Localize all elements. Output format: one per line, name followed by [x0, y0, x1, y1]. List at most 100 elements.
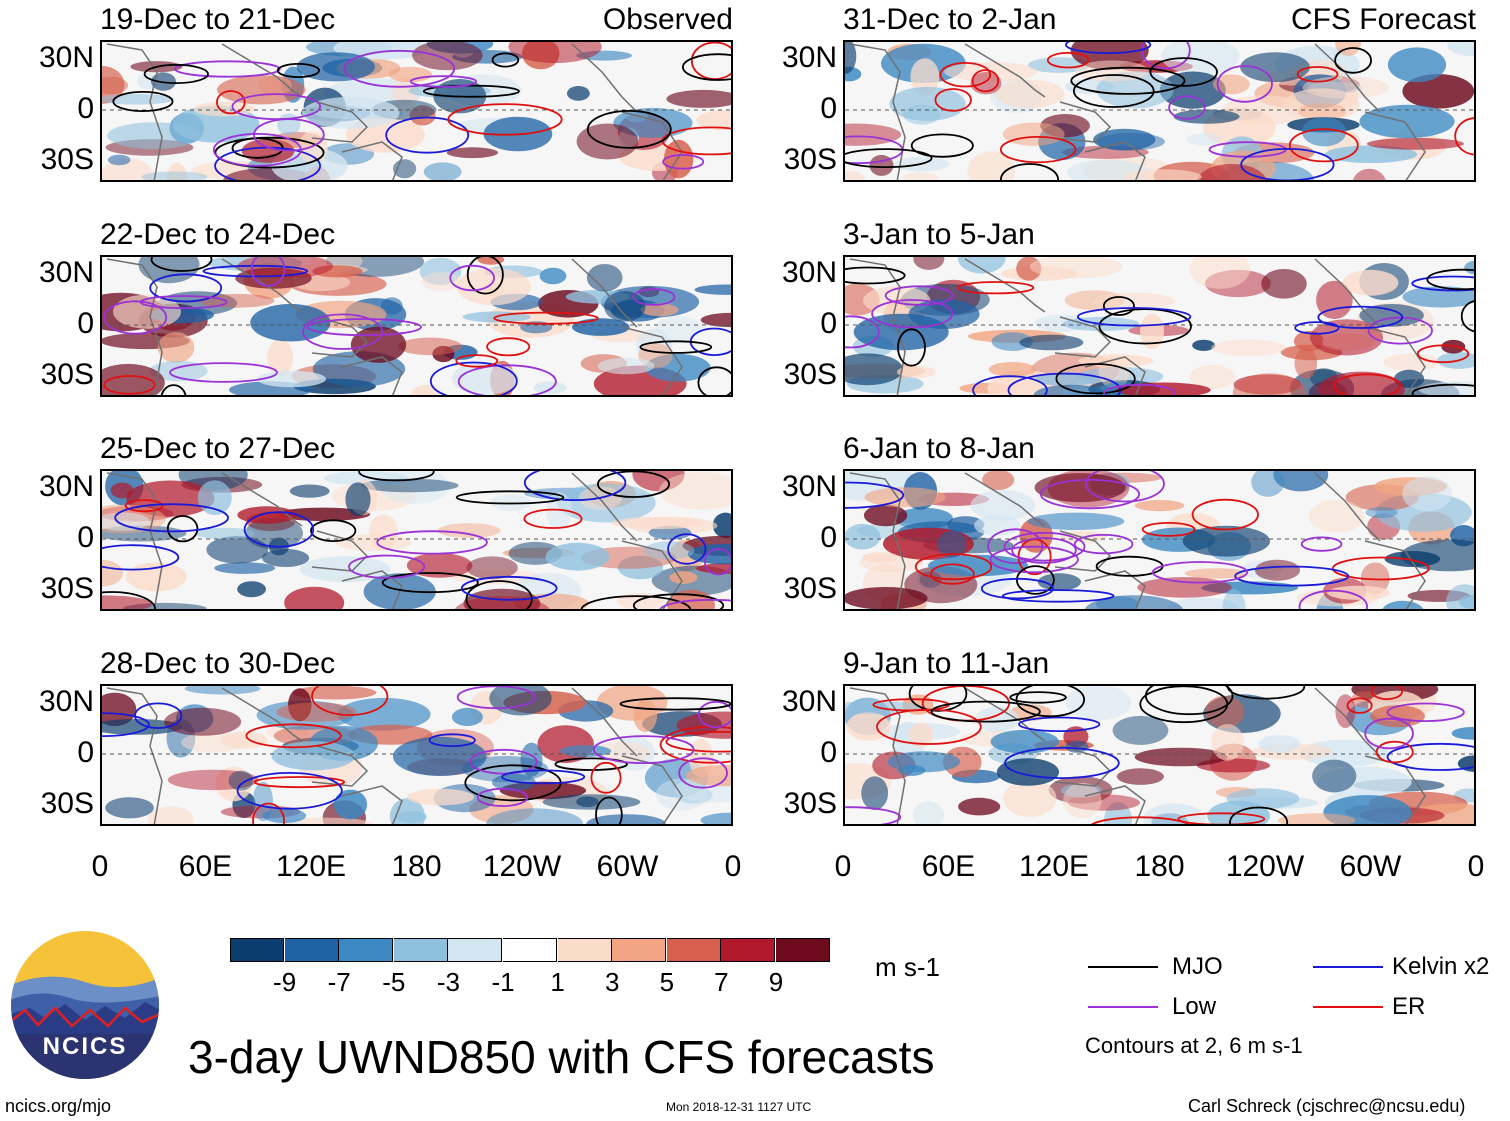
panel-title-right-1: 3-Jan to 5-Jan — [843, 218, 1035, 251]
contour — [845, 266, 906, 285]
anomaly-blob — [407, 788, 474, 806]
contour — [124, 499, 164, 513]
coastline — [964, 472, 1046, 527]
contour — [1091, 816, 1190, 824]
anomaly-blob — [1142, 803, 1206, 824]
contour — [466, 257, 504, 295]
anomaly-blob — [1173, 109, 1240, 124]
contour — [1073, 533, 1134, 555]
anomaly-blob — [937, 530, 967, 558]
contour — [252, 802, 285, 824]
anomaly-blob — [1067, 794, 1140, 811]
contour — [455, 490, 565, 505]
anomaly-blob — [245, 517, 303, 550]
coastline — [221, 472, 303, 527]
contour — [554, 757, 628, 771]
anomaly-blob — [1297, 103, 1347, 120]
anomaly-blob — [215, 766, 253, 802]
map-panel-left-0 — [100, 40, 733, 182]
contour — [619, 697, 731, 711]
anomaly-blob — [102, 595, 153, 609]
contour — [1333, 373, 1401, 395]
contour — [595, 796, 623, 824]
lon-label: 60W — [1339, 850, 1402, 883]
anomaly-blob — [586, 814, 666, 824]
lat-label: 30S — [40, 143, 94, 176]
anomaly-blob — [946, 516, 985, 533]
anomaly-blob — [1213, 74, 1250, 95]
anomaly-blob — [666, 89, 731, 108]
anomaly-blob — [337, 697, 431, 731]
footer-left[interactable]: ncics.org/mjo — [5, 1096, 112, 1116]
contour — [460, 575, 558, 601]
anomaly-blob — [1189, 365, 1236, 389]
anomaly-blob — [267, 339, 294, 377]
contour — [385, 116, 470, 154]
contour — [1151, 561, 1249, 584]
anomaly-blob — [1161, 42, 1240, 75]
anomaly-blob — [276, 702, 357, 722]
anomaly-blob — [908, 722, 934, 747]
legend-note: Contours at 2, 6 m s-1 — [1085, 1033, 1303, 1058]
contour — [491, 52, 520, 68]
anomaly-blob — [1402, 74, 1474, 109]
anomaly-blob — [1037, 573, 1081, 591]
contour — [253, 776, 346, 789]
anomaly-blob — [982, 471, 1015, 490]
anomaly-blob — [107, 154, 131, 166]
lon-label: 60W — [596, 850, 659, 883]
anomaly-blob — [1116, 768, 1164, 785]
anomaly-blob — [1232, 373, 1307, 395]
contour — [245, 723, 342, 749]
contour — [114, 503, 229, 533]
anomaly-blob — [889, 86, 966, 121]
anomaly-blob — [1251, 471, 1285, 497]
coastline — [106, 43, 163, 180]
coastline — [221, 258, 303, 313]
coastline — [964, 43, 1046, 98]
contour — [1317, 305, 1404, 329]
contour — [1046, 52, 1090, 69]
panel-title-right-3: 9-Jan to 11-Jan — [843, 647, 1050, 680]
coastline — [964, 687, 1046, 742]
lon-label: 0 — [91, 850, 109, 883]
contour — [1300, 536, 1343, 552]
ncics-logo: NCICS — [10, 930, 160, 1080]
anomaly-blob — [1402, 286, 1474, 308]
anomaly-blob — [845, 170, 866, 180]
contour — [639, 340, 713, 354]
lat-label: 30N — [781, 256, 837, 289]
coastline — [106, 258, 163, 395]
anomaly-blob — [149, 360, 208, 382]
contour — [1454, 117, 1474, 156]
contour — [1139, 686, 1229, 724]
lon-label: 120E — [1018, 850, 1090, 883]
anomaly-blob — [333, 789, 368, 820]
anomaly-blob — [845, 587, 928, 609]
anomaly-blob — [862, 552, 899, 563]
anomaly-blob — [1196, 163, 1267, 180]
anomaly-blob — [214, 562, 276, 574]
anomaly-blob — [967, 151, 1016, 180]
contour — [1298, 589, 1368, 609]
anomaly-blob — [1327, 585, 1391, 600]
contour — [214, 136, 325, 169]
colorbar-tick: -5 — [382, 967, 406, 997]
contour — [469, 748, 538, 775]
contour — [358, 471, 435, 482]
anomaly-blob — [545, 542, 610, 571]
anomaly-blob — [896, 365, 936, 379]
anomaly-blob — [141, 171, 208, 180]
contour — [939, 62, 992, 88]
lat-label: 30N — [38, 470, 94, 503]
coastline — [1364, 540, 1426, 609]
anomaly-blob — [220, 731, 268, 749]
contour — [1416, 344, 1470, 364]
anomaly-blob — [1003, 779, 1057, 817]
anomaly-blob — [887, 751, 961, 773]
lat-label: 0 — [820, 92, 837, 125]
anomaly-blob — [193, 101, 255, 117]
contour — [667, 533, 707, 565]
anomaly-blob — [1093, 128, 1156, 151]
contour — [1003, 531, 1086, 562]
